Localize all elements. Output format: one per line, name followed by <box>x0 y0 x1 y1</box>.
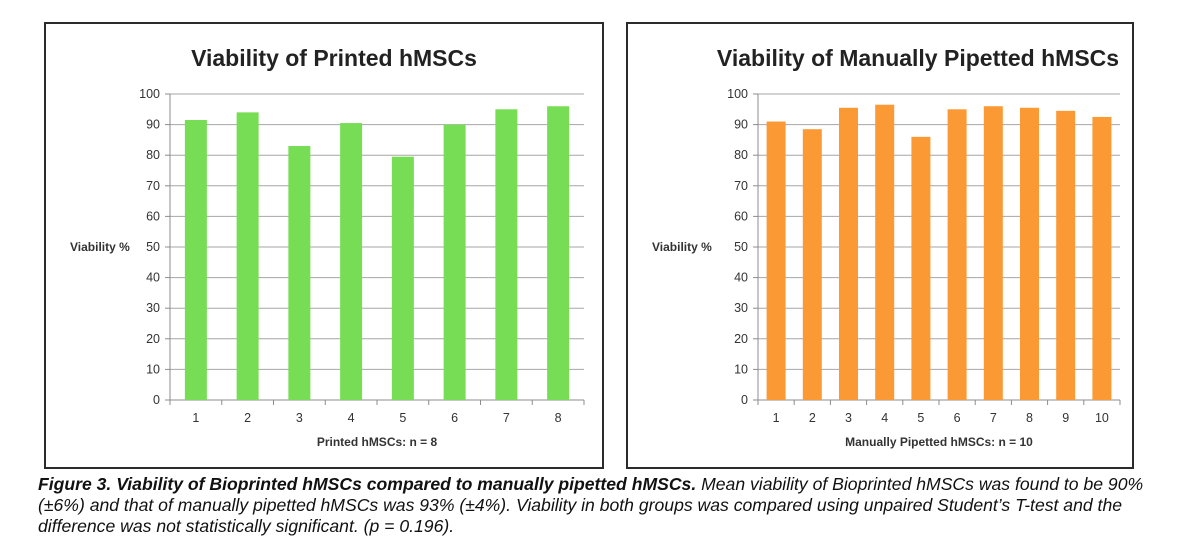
y-tick-label: 20 <box>734 332 748 346</box>
y-tick-label: 60 <box>734 209 748 223</box>
y-tick-label: 30 <box>146 301 160 315</box>
y-tick-label: 50 <box>146 240 160 254</box>
x-axis-label: Manually Pipetted hMSCs: n = 10 <box>845 435 1033 449</box>
x-tick-label: 4 <box>881 411 888 425</box>
x-tick-label: 7 <box>990 411 997 425</box>
bar-3 <box>288 146 311 400</box>
y-tick-label: 90 <box>146 118 160 132</box>
y-tick-label: 20 <box>146 332 160 346</box>
bar-7 <box>495 109 518 401</box>
printed-viability-chart: Viability of Printed hMSCs 0 10 20 30 40 50 60 7… <box>70 45 585 449</box>
x-tick-label: 2 <box>809 411 816 425</box>
x-tick-label: 6 <box>451 411 458 425</box>
x-tick-label: 8 <box>555 411 562 425</box>
pipetted-viability-chart: Viability of Manually Pipetted hMSCs 0 10 2… <box>652 45 1121 449</box>
x-tick-label: 1 <box>773 411 780 425</box>
pipetted-viability-chart-panel: Viability of Manually Pipetted hMSCs 0 10 2… <box>626 22 1134 469</box>
bar-4 <box>340 123 363 400</box>
x-tick-label: 1 <box>192 411 199 425</box>
bar-6 <box>443 124 466 400</box>
y-tick-label: 40 <box>146 271 160 285</box>
figure-caption-title: Figure 3. Viability of Bioprinted hMSCs … <box>38 474 697 494</box>
y-tick-label: 10 <box>146 362 160 376</box>
y-tick-label: 100 <box>727 87 748 101</box>
x-tick-label: 4 <box>348 411 355 425</box>
y-tick-label: 60 <box>146 209 160 223</box>
x-tick-label: 5 <box>917 411 924 425</box>
x-tick-label: 7 <box>503 411 510 425</box>
bar-1 <box>184 120 207 400</box>
y-tick-label: 10 <box>734 362 748 376</box>
x-tick-label: 8 <box>1026 411 1033 425</box>
bar-10 <box>1092 116 1112 400</box>
x-tick-label: 5 <box>399 411 406 425</box>
bar-8 <box>1020 107 1039 401</box>
bar-2 <box>236 112 259 401</box>
x-axis-label: Printed hMSCs: n = 8 <box>317 435 438 449</box>
bar-2 <box>802 129 822 400</box>
y-tick-label: 100 <box>139 87 160 101</box>
bar-5 <box>391 156 414 400</box>
bar-6 <box>947 109 967 401</box>
figure-caption: Figure 3. Viability of Bioprinted hMSCs … <box>38 474 1168 537</box>
y-axis-label: Viability % <box>70 240 130 254</box>
y-tick-label: 70 <box>146 179 160 193</box>
bar-7 <box>983 106 1003 401</box>
x-tick-label: 10 <box>1095 411 1109 425</box>
chart-title: Viability of Printed hMSCs <box>191 45 477 71</box>
figure-caption-text: Mean viability of Bioprinted hMSCs was f… <box>38 474 1144 536</box>
y-tick-label: 80 <box>146 148 160 162</box>
x-tick-label: 3 <box>845 411 852 425</box>
bar-9 <box>1056 110 1076 400</box>
chart-title: Viability of Manually Pipetted hMSCs <box>717 45 1119 71</box>
x-tick-label: 6 <box>954 411 961 425</box>
x-tick-label: 2 <box>244 411 251 425</box>
bar-1 <box>766 121 786 400</box>
y-tick-label: 0 <box>153 393 160 407</box>
y-axis-label: Viability % <box>652 240 712 254</box>
y-tick-label: 40 <box>734 271 748 285</box>
y-tick-label: 70 <box>734 179 748 193</box>
x-tick-label: 9 <box>1062 411 1069 425</box>
y-tick-label: 30 <box>734 301 748 315</box>
bar-5 <box>911 136 931 400</box>
x-tick-label: 3 <box>296 411 303 425</box>
y-tick-label: 80 <box>734 148 748 162</box>
y-tick-label: 90 <box>734 118 748 132</box>
bar-3 <box>839 107 858 401</box>
printed-viability-chart-panel: Viability of Printed hMSCs 0 10 20 30 40 50 60 7… <box>44 22 604 469</box>
bar-8 <box>547 106 570 401</box>
y-tick-label: 0 <box>741 393 748 407</box>
bar-4 <box>875 104 895 401</box>
y-tick-label: 50 <box>734 240 748 254</box>
